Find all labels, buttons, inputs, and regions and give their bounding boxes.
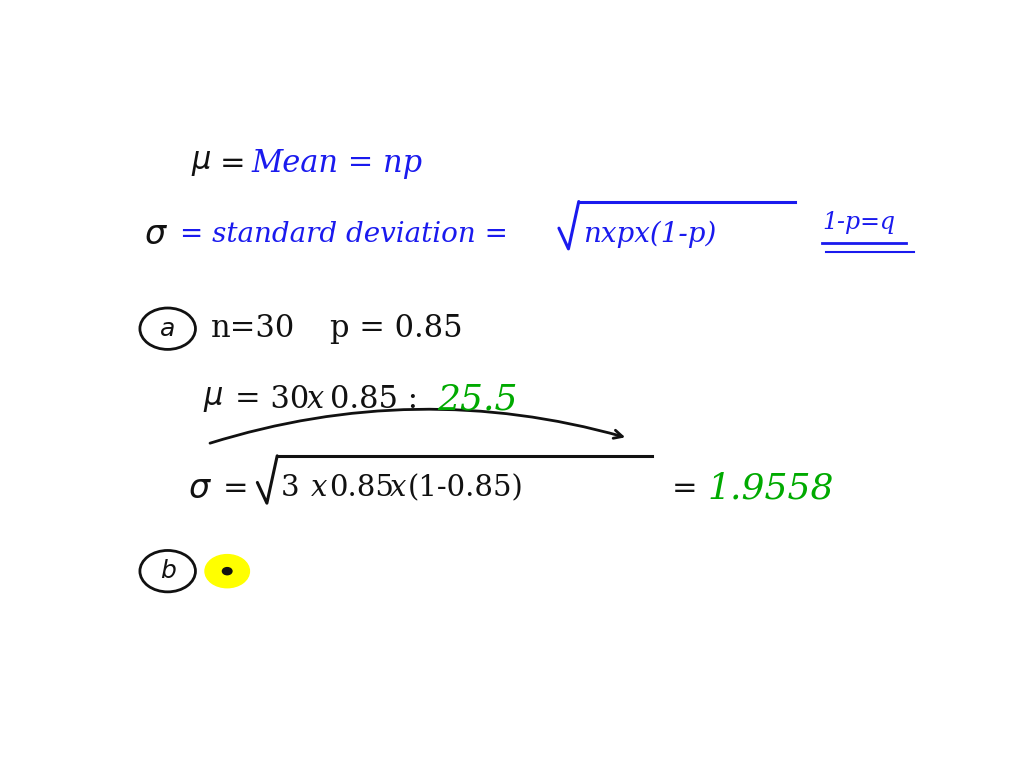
- Text: x: x: [306, 384, 324, 415]
- Text: x: x: [390, 475, 407, 502]
- Text: p = 0.85: p = 0.85: [331, 313, 463, 344]
- Text: =: =: [219, 149, 245, 177]
- Circle shape: [205, 554, 250, 588]
- Text: $\mu$: $\mu$: [204, 386, 224, 414]
- Text: (1-0.85): (1-0.85): [409, 475, 524, 502]
- Text: nxpx(1-p): nxpx(1-p): [583, 220, 716, 248]
- Circle shape: [222, 568, 232, 574]
- Text: 25.5: 25.5: [437, 382, 518, 417]
- Text: 0.85: 0.85: [329, 475, 393, 502]
- Text: =: =: [672, 474, 697, 503]
- Text: a: a: [160, 316, 175, 341]
- Text: n=30: n=30: [211, 313, 296, 344]
- FancyArrowPatch shape: [210, 409, 623, 443]
- Text: 1.9558: 1.9558: [708, 472, 834, 505]
- Text: $\sigma$: $\sigma$: [143, 217, 168, 250]
- Text: 3: 3: [282, 475, 300, 502]
- Text: x: x: [310, 475, 327, 502]
- Text: $\sigma$: $\sigma$: [187, 472, 212, 505]
- Text: b: b: [160, 559, 176, 583]
- Text: 0.85 :: 0.85 :: [331, 384, 419, 415]
- Text: Mean = np: Mean = np: [251, 147, 422, 179]
- Text: 1-p=q: 1-p=q: [822, 210, 895, 233]
- Text: $\mu$: $\mu$: [191, 149, 212, 177]
- Text: = 30: = 30: [236, 384, 309, 415]
- Text: =: =: [223, 474, 249, 503]
- Text: = standard deviation =: = standard deviation =: [179, 220, 508, 247]
